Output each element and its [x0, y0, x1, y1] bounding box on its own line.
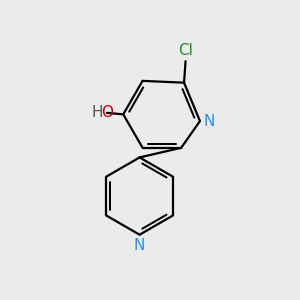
Text: N: N	[203, 113, 215, 128]
Text: H: H	[92, 105, 103, 120]
Text: O: O	[101, 105, 113, 120]
Text: Cl: Cl	[178, 43, 193, 58]
Text: N: N	[134, 238, 145, 253]
